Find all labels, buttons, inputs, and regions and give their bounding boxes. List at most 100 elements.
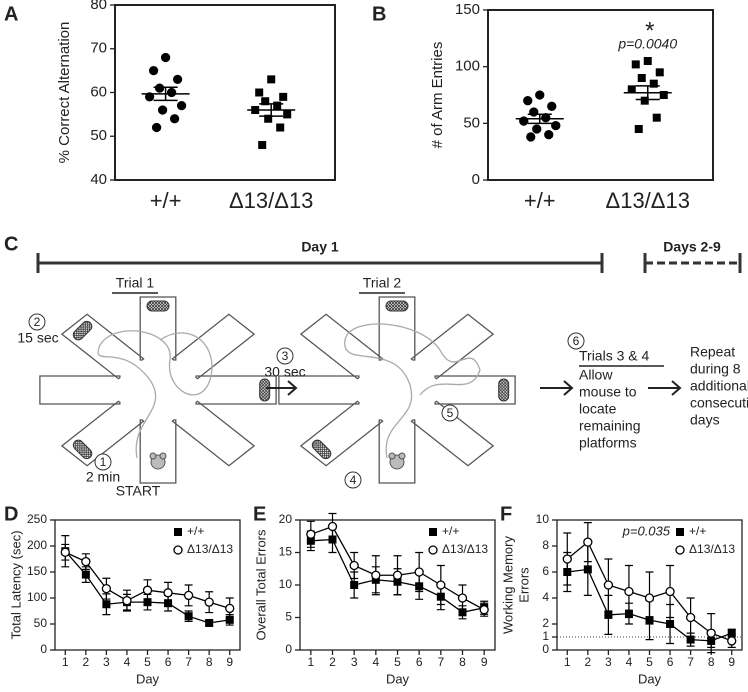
platform xyxy=(385,300,409,312)
plot-frame xyxy=(487,9,714,181)
x-tick-label: 4 xyxy=(372,655,379,669)
plot-frame xyxy=(114,4,336,181)
marker-circle xyxy=(706,628,716,638)
x-tick-label: Δ13/Δ13 xyxy=(606,188,690,213)
repeat-text: during 8 xyxy=(690,361,741,377)
marker-circle xyxy=(163,588,173,598)
y-tick-label: 250 xyxy=(27,512,47,526)
x-tick-label: 2 xyxy=(584,655,591,669)
step-number: 1 xyxy=(100,455,107,469)
repeat-text: additional xyxy=(690,378,748,394)
maze xyxy=(278,296,516,484)
repeat-text: consecutive xyxy=(690,395,748,411)
annotation: p=0.0040 xyxy=(617,36,677,52)
legend-label: Δ13/Δ13 xyxy=(689,542,735,556)
marker-circle xyxy=(176,100,187,111)
y-tick-label: 10 xyxy=(279,577,293,591)
step-circle xyxy=(441,404,459,422)
step-number: 5 xyxy=(447,406,454,420)
marker-circle xyxy=(457,593,468,603)
step-number: 6 xyxy=(573,334,580,348)
x-tick-label: 9 xyxy=(728,655,735,669)
x-tick-label: 1 xyxy=(564,655,571,669)
trials-text: platforms xyxy=(579,435,637,451)
marker-square xyxy=(604,610,613,619)
y-tick-label: 20 xyxy=(279,512,293,526)
x-tick-label: 9 xyxy=(481,655,488,669)
x-tick-label: 6 xyxy=(165,655,172,669)
platform xyxy=(72,439,93,460)
marker-square xyxy=(640,96,649,105)
marker-circle xyxy=(151,122,162,133)
marker-circle xyxy=(535,90,545,100)
marker-circle xyxy=(306,529,316,539)
marker-circle xyxy=(562,554,572,564)
mazes xyxy=(39,296,516,484)
step-circle xyxy=(276,347,294,365)
x-tick-label: 4 xyxy=(124,655,131,669)
legend-label: +/+ xyxy=(442,524,459,538)
marker-square xyxy=(273,101,282,110)
panel-letter: B xyxy=(372,3,386,25)
sem-bar xyxy=(153,86,178,102)
y-tick-label: 6 xyxy=(542,564,549,578)
maze xyxy=(39,296,277,484)
marker-circle xyxy=(183,590,194,601)
trial-label: Trial 1 xyxy=(116,275,155,291)
time-label: 2 min xyxy=(86,469,120,485)
marker-circle xyxy=(665,586,675,597)
y-tick-label: 200 xyxy=(27,538,47,552)
step-circle xyxy=(567,332,585,350)
marker-circle xyxy=(122,595,132,606)
marker-circle xyxy=(547,101,557,111)
marker-square xyxy=(676,528,684,536)
y-tick-label: 0 xyxy=(542,642,549,656)
marker-circle xyxy=(544,130,554,140)
marker-circle xyxy=(603,580,614,590)
marker-circle xyxy=(142,585,153,595)
platform xyxy=(498,378,510,402)
marker-square xyxy=(102,600,111,609)
marker-square xyxy=(583,565,592,574)
x-tick-label: 5 xyxy=(646,655,653,669)
y-tick-label: 70 xyxy=(90,40,107,57)
legend-label: +/+ xyxy=(187,524,204,538)
y-axis-label: # of Arm Entries xyxy=(429,42,446,149)
legend-label: +/+ xyxy=(689,524,706,538)
step-number: 2 xyxy=(34,315,41,329)
y-axis-label: Working Memory xyxy=(500,536,515,635)
y-tick-label: 50 xyxy=(463,114,480,131)
step-markers: 1 2 3 4 5 6 xyxy=(28,313,585,489)
panel-letter: F xyxy=(500,503,512,525)
step-circle xyxy=(344,471,362,489)
y-tick-label: 15 xyxy=(279,545,293,559)
marker-square xyxy=(143,598,152,607)
marker-circle xyxy=(685,612,696,623)
annotation: p=0.035 xyxy=(622,523,671,538)
marker-square xyxy=(267,75,276,84)
day1-label: Day 1 xyxy=(301,239,339,255)
marker-square xyxy=(184,612,193,621)
arrow xyxy=(540,380,574,396)
y-tick-label: 0 xyxy=(285,642,292,656)
marker-circle xyxy=(154,83,165,93)
marker-circle xyxy=(157,105,168,115)
marker-circle xyxy=(392,570,403,580)
marker-circle xyxy=(523,96,533,106)
marker-circle xyxy=(624,586,634,597)
marker-circle xyxy=(101,583,112,594)
marker-circle xyxy=(204,597,214,607)
marker-square xyxy=(81,570,90,579)
marker-square xyxy=(643,57,652,65)
x-tick-label: 3 xyxy=(351,655,358,669)
step-circle xyxy=(94,453,112,471)
y-axis-label: Total Latency (sec) xyxy=(8,530,23,639)
x-tick-label: 1 xyxy=(307,655,314,669)
x-tick-label: Δ13/Δ13 xyxy=(229,188,313,213)
y-axis-label: Errors xyxy=(516,567,531,603)
marker-square xyxy=(255,88,264,97)
y-axis-label: Overall Total Errors xyxy=(253,529,268,641)
step-circle xyxy=(28,313,46,331)
panel-c: C Day 1 Days 2-9 Trial 1 Trial 2 1 2 3 4… xyxy=(4,233,748,498)
trials-text: Allow xyxy=(579,367,613,383)
